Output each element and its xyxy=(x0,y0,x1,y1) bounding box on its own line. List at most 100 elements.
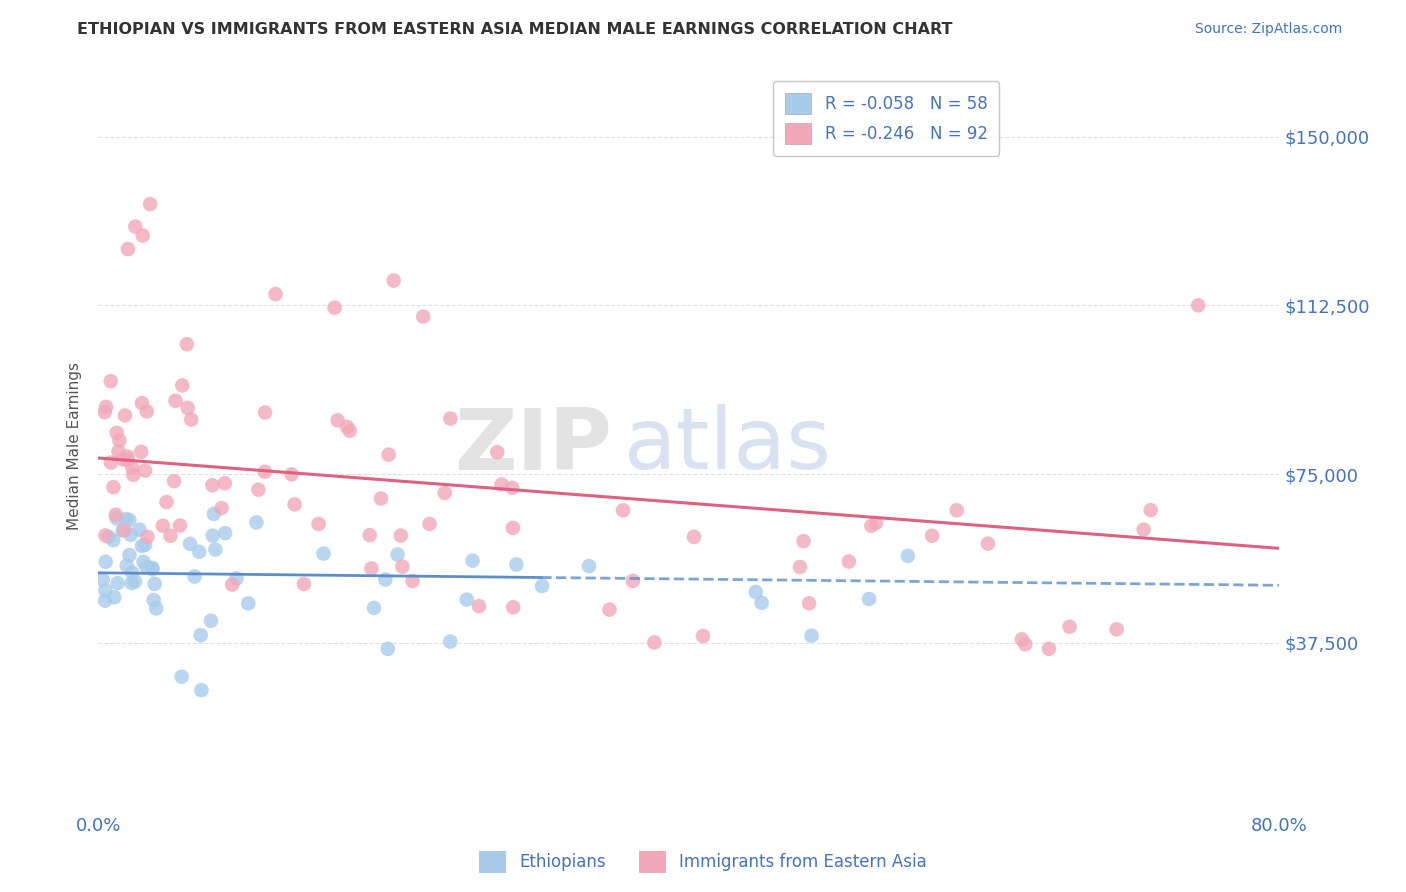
Point xyxy=(897,549,920,563)
Point xyxy=(117,242,139,256)
Point xyxy=(120,528,142,542)
Legend: Ethiopians, Immigrants from Eastern Asia: Ethiopians, Immigrants from Eastern Asia xyxy=(472,845,934,880)
Point xyxy=(114,409,136,423)
Point xyxy=(1105,623,1128,637)
Point xyxy=(370,491,392,506)
Point xyxy=(359,528,381,542)
Point xyxy=(1014,637,1036,651)
Point xyxy=(502,521,524,535)
Point xyxy=(135,560,157,574)
Point xyxy=(312,547,335,561)
Point xyxy=(121,461,143,475)
Point xyxy=(221,577,243,591)
Point xyxy=(792,534,814,549)
Point xyxy=(744,585,766,599)
Point xyxy=(183,569,205,583)
Point xyxy=(245,516,267,530)
Point xyxy=(225,572,247,586)
Point xyxy=(105,511,128,525)
Point xyxy=(800,629,823,643)
Point xyxy=(200,614,222,628)
Point xyxy=(103,533,125,548)
Point xyxy=(107,576,129,591)
Point xyxy=(860,519,883,533)
Point xyxy=(176,401,198,415)
Point xyxy=(505,558,527,572)
Point xyxy=(105,425,128,440)
Point xyxy=(170,670,193,684)
Point xyxy=(121,566,143,580)
Point xyxy=(91,573,114,587)
Point xyxy=(118,513,141,527)
Point xyxy=(201,478,224,492)
Text: Source: ZipAtlas.com: Source: ZipAtlas.com xyxy=(1195,22,1343,37)
Point xyxy=(201,528,224,542)
Point xyxy=(468,599,491,614)
Point xyxy=(531,579,554,593)
Point xyxy=(612,503,634,517)
Point xyxy=(159,529,181,543)
Point xyxy=(1132,523,1154,537)
Point xyxy=(112,523,135,537)
Point xyxy=(491,477,513,491)
Point xyxy=(326,413,349,427)
Point xyxy=(797,596,820,610)
Point xyxy=(211,501,233,516)
Point xyxy=(1139,503,1161,517)
Point xyxy=(598,602,620,616)
Point xyxy=(336,420,359,434)
Point xyxy=(486,445,509,459)
Point xyxy=(135,404,157,418)
Point xyxy=(214,476,236,491)
Point xyxy=(323,301,346,315)
Point xyxy=(439,411,461,425)
Point xyxy=(945,503,967,517)
Point xyxy=(439,634,461,648)
Point xyxy=(121,576,143,591)
Point xyxy=(190,683,212,698)
Point xyxy=(176,337,198,351)
Point xyxy=(578,559,600,574)
Point xyxy=(94,583,117,598)
Point xyxy=(103,480,125,494)
Point xyxy=(163,474,186,488)
Point xyxy=(100,374,122,388)
Point xyxy=(238,596,260,610)
Point xyxy=(117,450,139,464)
Point xyxy=(139,197,162,211)
Point xyxy=(391,559,413,574)
Point xyxy=(100,456,122,470)
Point xyxy=(360,561,382,575)
Point xyxy=(789,560,811,574)
Point xyxy=(204,542,226,557)
Point xyxy=(433,486,456,500)
Point xyxy=(94,400,117,414)
Point xyxy=(115,558,138,573)
Point xyxy=(132,555,155,569)
Point xyxy=(858,592,880,607)
Point xyxy=(128,523,150,537)
Point xyxy=(169,518,191,533)
Point xyxy=(921,529,943,543)
Point xyxy=(111,524,134,538)
Text: atlas: atlas xyxy=(624,404,832,488)
Point xyxy=(115,512,138,526)
Point xyxy=(977,536,1000,550)
Point xyxy=(461,554,484,568)
Point xyxy=(401,574,423,588)
Point xyxy=(692,629,714,643)
Point xyxy=(865,516,887,530)
Point xyxy=(141,561,163,575)
Text: ETHIOPIAN VS IMMIGRANTS FROM EASTERN ASIA MEDIAN MALE EARNINGS CORRELATION CHART: ETHIOPIAN VS IMMIGRANTS FROM EASTERN ASI… xyxy=(77,22,953,37)
Point xyxy=(172,378,194,392)
Point xyxy=(134,538,156,552)
Point xyxy=(104,508,127,522)
Point xyxy=(1187,298,1209,312)
Point xyxy=(292,577,315,591)
Point xyxy=(111,452,134,467)
Point xyxy=(108,434,131,448)
Point xyxy=(202,507,225,521)
Point xyxy=(382,274,405,288)
Point xyxy=(190,628,212,642)
Point xyxy=(502,600,524,615)
